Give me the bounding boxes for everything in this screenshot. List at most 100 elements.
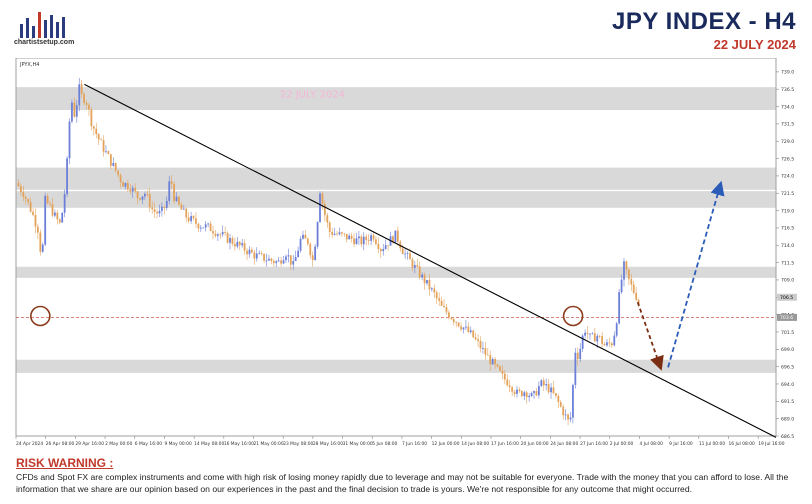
y-tick-label: 699.0: [781, 347, 794, 353]
chartist-logo: [20, 12, 65, 38]
candle-body: [596, 335, 599, 342]
logo-bar: [50, 15, 53, 38]
candle-body: [486, 354, 489, 356]
y-tick-label: 736.5: [781, 87, 794, 93]
candle-body: [499, 366, 501, 371]
x-tick-label: 26 Apr 08:00: [46, 441, 75, 447]
candle-body: [151, 207, 154, 210]
logo-bar: [20, 24, 23, 38]
x-tick-label: 16 Jul 08:00: [729, 441, 756, 447]
page-title: JPY INDEX - H4: [612, 8, 796, 35]
candle-body: [22, 191, 25, 197]
y-tick-label: 719.0: [781, 208, 794, 214]
candle-body: [450, 317, 453, 320]
candle-body: [231, 238, 234, 244]
candle-body: [467, 326, 470, 333]
candle-body: [438, 298, 441, 301]
candle-body: [233, 243, 236, 247]
logo-text: chartistsetup.com: [14, 39, 75, 46]
candle-body: [46, 195, 49, 204]
candle-body: [97, 134, 100, 140]
candle-body: [615, 323, 618, 336]
candle-body: [557, 395, 560, 403]
candle-body: [545, 384, 548, 386]
candle-body: [221, 232, 224, 235]
candle-body: [73, 102, 76, 117]
candle-body: [280, 260, 282, 264]
x-tick-label: 23 May 08:00: [283, 441, 313, 447]
candle-body: [246, 250, 248, 255]
candle-body: [474, 337, 477, 340]
candle-body: [316, 222, 319, 247]
candle-body: [516, 389, 518, 394]
candle-body: [613, 335, 616, 346]
y-tick-label: 691.5: [781, 399, 794, 405]
candle-body: [61, 212, 64, 223]
candle-body: [620, 279, 623, 293]
candle-body: [579, 348, 582, 360]
candle-body: [333, 233, 336, 235]
candle-body: [496, 364, 499, 367]
candle-body: [484, 347, 487, 355]
sr-zone: [16, 167, 776, 190]
candle-body: [465, 326, 467, 328]
candle-body: [555, 393, 557, 396]
candle-body: [409, 253, 411, 260]
candle-body: [131, 187, 134, 192]
candle-body: [623, 261, 625, 280]
candle-body: [83, 93, 85, 103]
sr-zone: [16, 359, 776, 373]
candle-body: [518, 389, 521, 391]
candle-body: [576, 352, 579, 360]
candle-body: [126, 183, 129, 190]
candle-body: [143, 193, 146, 197]
candle-body: [396, 230, 399, 242]
candle-body: [584, 332, 586, 336]
candle-body: [224, 232, 227, 233]
candle-body: [112, 162, 115, 166]
candle-body: [100, 139, 103, 141]
logo-bar: [32, 26, 35, 38]
candle-body: [452, 319, 455, 323]
x-tick-label: 21 May 00:00: [254, 441, 284, 447]
candle-body: [321, 193, 324, 204]
candle-body: [148, 194, 151, 208]
candle-body: [394, 230, 397, 243]
candle-body: [204, 224, 207, 228]
candle-body: [550, 387, 552, 393]
candle-body: [17, 182, 20, 187]
x-tick-label: 5 Jun 08:00: [372, 441, 397, 447]
candle-body: [593, 333, 596, 342]
candle-body: [178, 196, 180, 205]
x-tick-label: 17 Jun 16:00: [491, 441, 519, 447]
candle-body: [482, 347, 484, 349]
x-tick-label: 29 Apr 16:00: [75, 441, 104, 447]
candle-body: [511, 387, 514, 392]
candle-body: [589, 333, 591, 335]
y-tick-label: 734.0: [781, 104, 794, 110]
candle-body: [161, 206, 163, 211]
candle-body: [350, 235, 353, 239]
x-tick-label: 14 May 08:00: [194, 441, 224, 447]
candle-body: [355, 238, 358, 245]
x-tick-label: 31 May 00:00: [343, 441, 373, 447]
candle-body: [124, 183, 127, 187]
x-tick-label: 24 Jun 08:00: [550, 441, 578, 447]
candle-body: [139, 198, 141, 200]
candle-body: [54, 212, 56, 216]
candle-body: [433, 288, 436, 293]
candle-body: [331, 231, 334, 235]
y-tick-label: 724.0: [781, 174, 794, 180]
candle-body: [606, 342, 608, 346]
candle-body: [319, 193, 321, 223]
candle-body: [384, 245, 387, 250]
candle-body: [146, 193, 149, 195]
candle-body: [117, 170, 120, 176]
trendline: [84, 83, 777, 438]
candle-body: [289, 255, 292, 265]
y-tick-label: 711.5: [781, 260, 794, 266]
candle-body: [141, 196, 144, 200]
candle-body: [153, 209, 156, 212]
candle-body: [129, 189, 132, 192]
candle-body: [552, 387, 555, 394]
